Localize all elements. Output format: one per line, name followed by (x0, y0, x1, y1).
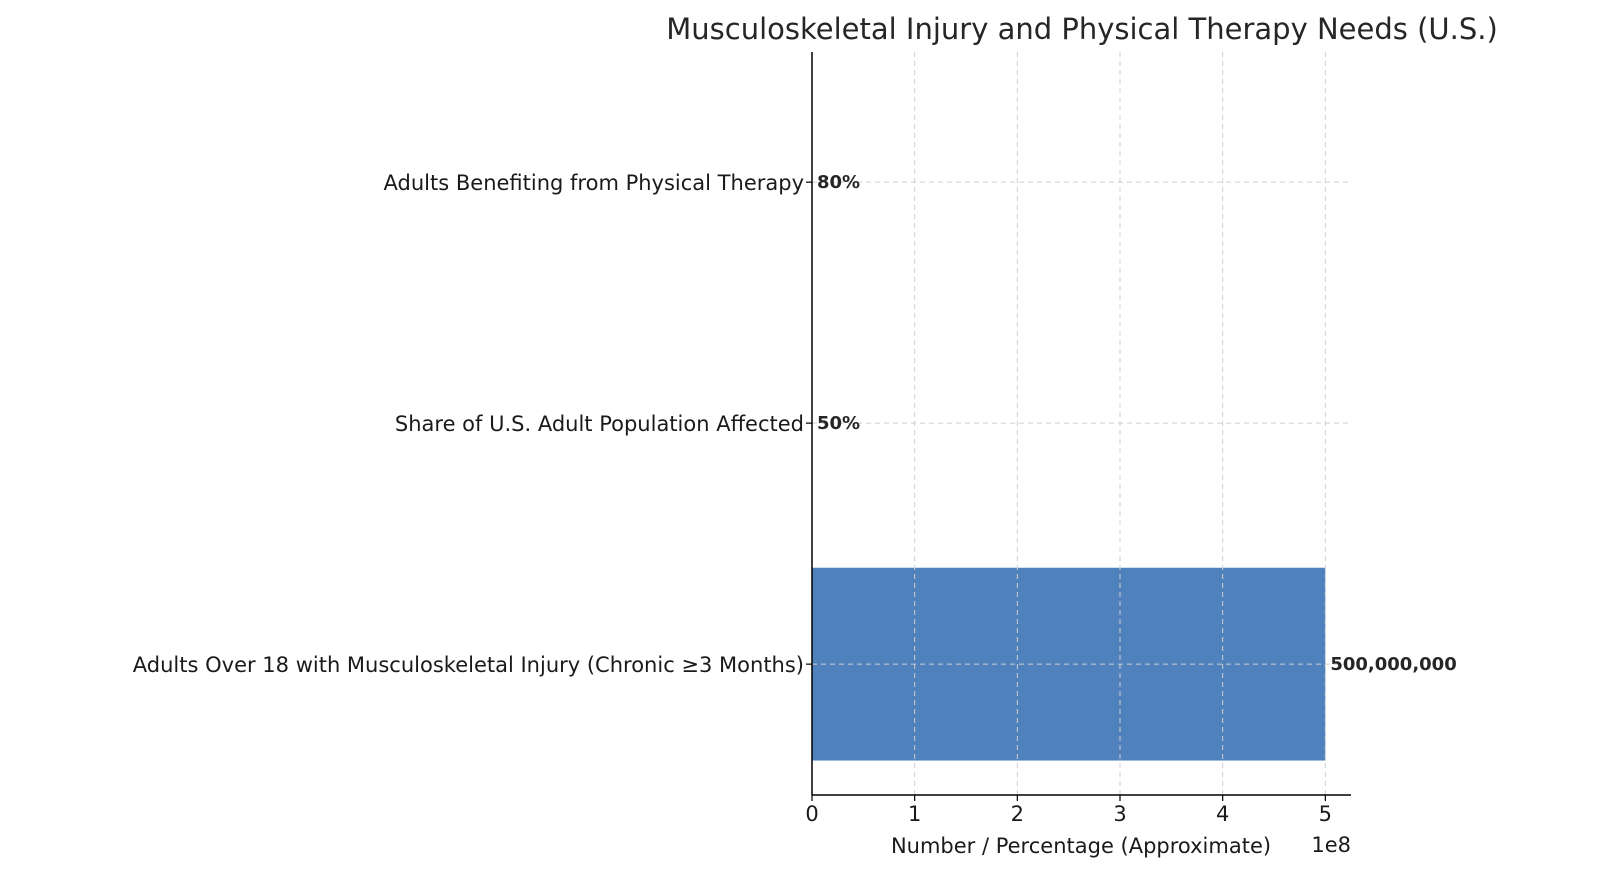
data-label: 80% (817, 172, 860, 193)
x-tick-label: 3 (1113, 802, 1126, 826)
x-tick-label: 2 (1011, 802, 1024, 826)
y-tick-label: Adults Over 18 with Musculoskeletal Inju… (133, 653, 804, 677)
x-tick-label: 0 (805, 802, 818, 826)
data-label: 500,000,000 (1330, 654, 1456, 675)
data-label: 50% (817, 413, 860, 434)
x-axis-label: Number / Percentage (Approximate) (891, 834, 1271, 858)
x-offset-text: 1e8 (1311, 833, 1351, 857)
y-tick-label: Adults Benefiting from Physical Therapy (384, 171, 804, 195)
y-tick-label: Share of U.S. Adult Population Affected (395, 412, 804, 436)
x-tick-label: 4 (1216, 802, 1229, 826)
x-tick-label: 1 (908, 802, 921, 826)
chart-title: Musculoskeletal Injury and Physical Ther… (666, 12, 1498, 46)
x-tick-label: 5 (1319, 802, 1332, 826)
